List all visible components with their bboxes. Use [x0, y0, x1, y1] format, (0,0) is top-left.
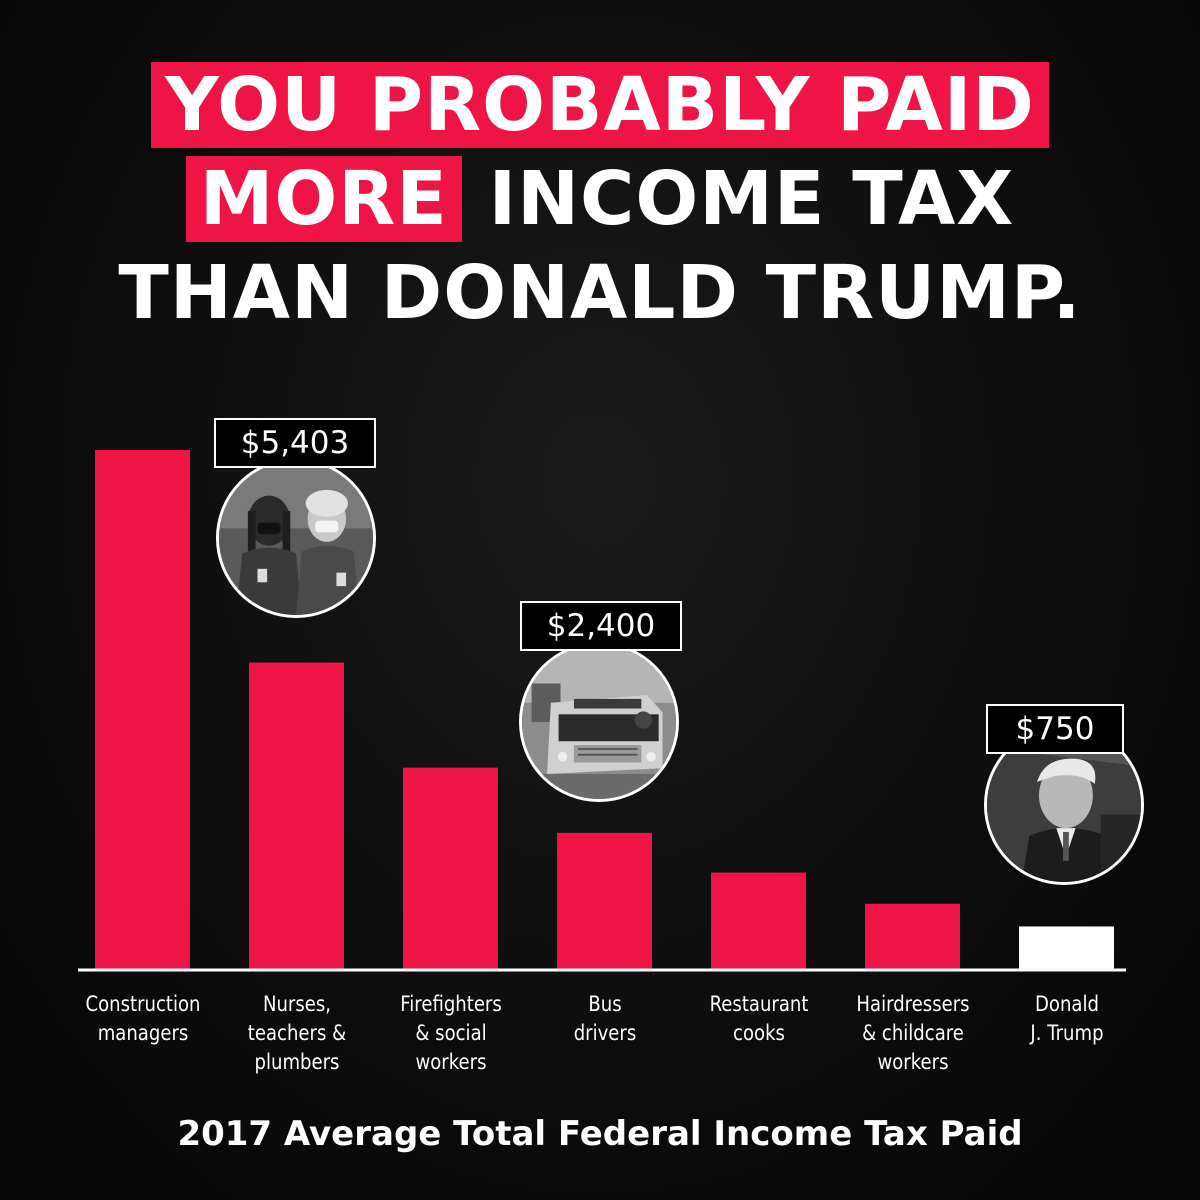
- category-label-6: Hairdressers & childcare workers: [839, 990, 985, 1077]
- nurses-photo: [216, 458, 376, 618]
- category-label-4: Bus drivers: [531, 990, 677, 1048]
- category-label-6-line-2: & childcare: [839, 1019, 985, 1048]
- category-label-3-line-2: & social: [377, 1019, 523, 1048]
- category-label-2-line-2: teachers &: [223, 1019, 369, 1048]
- category-label-3: Firefighters & social workers: [377, 990, 523, 1077]
- chart-title: 2017 Average Total Federal Income Tax Pa…: [0, 1114, 1200, 1154]
- category-label-6-line-1: Hairdressers: [839, 990, 985, 1019]
- value-label-3: $750: [986, 704, 1124, 754]
- category-label-3-line-3: workers: [377, 1048, 523, 1077]
- category-label-5: Restaurant cooks: [685, 990, 831, 1048]
- category-label-1-line-1: Construction: [69, 990, 215, 1019]
- category-label-6-line-3: workers: [839, 1048, 985, 1077]
- bar-4: [557, 833, 652, 969]
- category-label-4-line-2: drivers: [531, 1019, 677, 1048]
- bar-7: [1019, 926, 1114, 969]
- category-label-1-line-2: managers: [69, 1019, 215, 1048]
- bar-2: [249, 663, 344, 969]
- category-label-7-line-1: Donald: [993, 990, 1139, 1019]
- category-label-2-line-3: plumbers: [223, 1048, 369, 1077]
- value-label-1: $5,403: [214, 418, 376, 468]
- category-label-5-line-2: cooks: [685, 1019, 831, 1048]
- category-label-2-line-1: Nurses,: [223, 990, 369, 1019]
- value-label-2: $2,400: [520, 601, 682, 651]
- category-label-5-line-1: Restaurant: [685, 990, 831, 1019]
- bar-1: [95, 450, 190, 969]
- school-bus-photo: [519, 642, 679, 802]
- category-label-1: Construction managers: [69, 990, 215, 1048]
- category-label-3-line-1: Firefighters: [377, 990, 523, 1019]
- bar-5: [711, 873, 806, 969]
- category-label-7-line-2: J. Trump: [993, 1019, 1139, 1048]
- bar-6: [865, 904, 960, 969]
- category-label-2: Nurses, teachers & plumbers: [223, 990, 369, 1077]
- bar-3: [403, 768, 498, 969]
- category-label-4-line-1: Bus: [531, 990, 677, 1019]
- category-label-7: Donald J. Trump: [993, 990, 1139, 1048]
